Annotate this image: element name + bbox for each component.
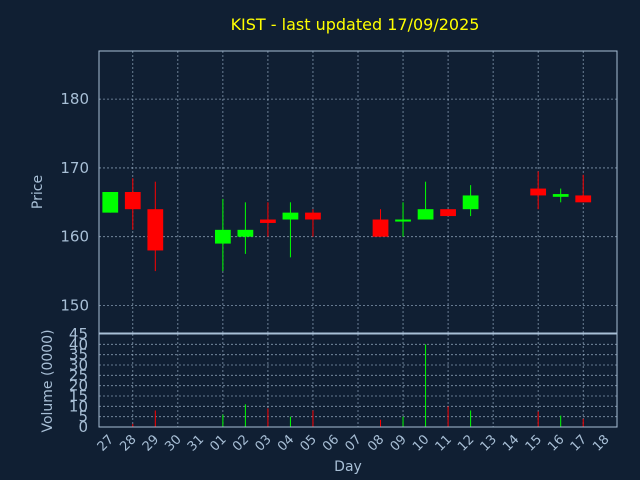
candles [102,171,592,272]
day-tick-label: 16 [545,432,567,454]
price-tick-label: 180 [60,90,89,108]
day-tick-label: 17 [568,432,590,454]
day-tick-label: 12 [455,432,477,454]
candle-body [214,229,231,244]
day-tick-label: 27 [95,432,117,454]
volume-tick-label: 0 [78,418,88,436]
volume-tick-label: 25 [69,366,88,384]
volume-tick-label: 45 [69,325,88,343]
volume-tick-label: 5 [78,408,88,426]
x-tick-labels: 27 28 29 30 31 01 02 03 04 05 06 07 08 09 10 11 12 13 14 15… [95,432,613,454]
day-tick-label: 14 [500,432,522,454]
price-tick-label: 150 [60,296,89,314]
day-tick-label: 09 [388,432,410,454]
day-tick-label: 29 [140,432,162,454]
candle-body [417,209,434,220]
day-tick-label: 13 [478,432,500,454]
volume-bars [132,344,584,427]
day-tick-label: 30 [162,432,184,454]
day-tick-label: 03 [252,432,274,454]
day-tick-label: 28 [117,432,139,454]
day-tick-label: 10 [410,432,432,454]
candle-body [462,195,479,210]
volume-tick-label: 20 [69,377,88,395]
candle-body [282,212,299,220]
candle-body [237,229,254,237]
day-tick-label: 08 [365,432,387,454]
candle-body [552,194,569,197]
candle-body [124,192,141,210]
candle-body [147,209,164,251]
day-tick-label: 02 [230,432,252,454]
candle-body [305,212,321,220]
day-tick-label: 06 [320,432,342,454]
volume-tick-label: 10 [69,397,88,415]
candle-body [395,219,411,222]
day-tick-label: 15 [523,432,545,454]
volume-panel-frame [98,333,618,428]
day-tick-label: 11 [433,432,455,454]
candle-body [530,188,547,196]
day-tick-label: 31 [185,432,207,454]
candle-body [575,195,592,203]
candle-body [102,192,119,213]
volume-tick-label: 35 [69,346,88,364]
x-axis-label: Day [334,459,362,475]
candle-body [372,219,389,237]
day-tick-label: 01 [207,432,229,454]
price-y-ticks: 150 160 170 180 [60,90,89,314]
price-tick-label: 170 [60,159,89,177]
chart-title: KIST - last updated 17/09/2025 [231,15,480,34]
day-tick-label: 05 [297,432,319,454]
price-panel-frame [98,50,618,334]
volume-gridlines [99,333,617,427]
volume-tick-label: 30 [69,356,88,374]
candle-body [260,219,276,223]
day-tick-label: 04 [275,432,297,454]
day-tick-label: 18 [590,432,612,454]
day-tick-label: 07 [343,432,365,454]
volume-tick-label: 40 [69,335,88,353]
candle-body [440,209,456,217]
price-axis-label: Price [30,175,46,209]
volume-axis-label: Volume (0000) [40,329,56,432]
volume-tick-label: 15 [69,387,88,405]
price-tick-label: 160 [60,228,89,246]
